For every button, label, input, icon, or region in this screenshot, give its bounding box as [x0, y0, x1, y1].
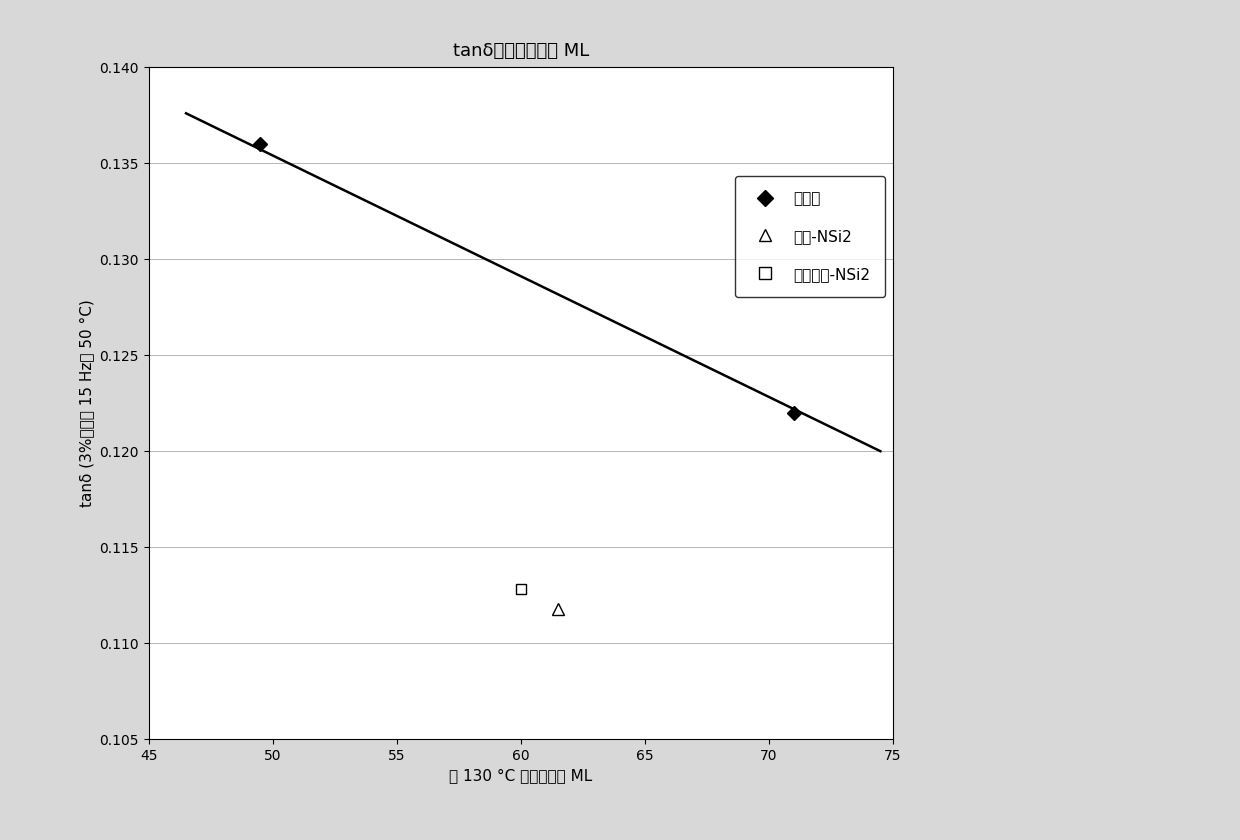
- X-axis label: 在 130 °C 下的混合物 ML: 在 130 °C 下的混合物 ML: [449, 769, 593, 784]
- Y-axis label: tanδ (3%应变， 15 Hz， 50 °C): tanδ (3%应变， 15 Hz， 50 °C): [79, 299, 94, 507]
- Legend: 未改性, 内酯-NSi2, 硫代内酯-NSi2: 未改性, 内酯-NSi2, 硫代内酯-NSi2: [735, 176, 885, 297]
- Title: tanδ相对于混合物 ML: tanδ相对于混合物 ML: [453, 42, 589, 60]
